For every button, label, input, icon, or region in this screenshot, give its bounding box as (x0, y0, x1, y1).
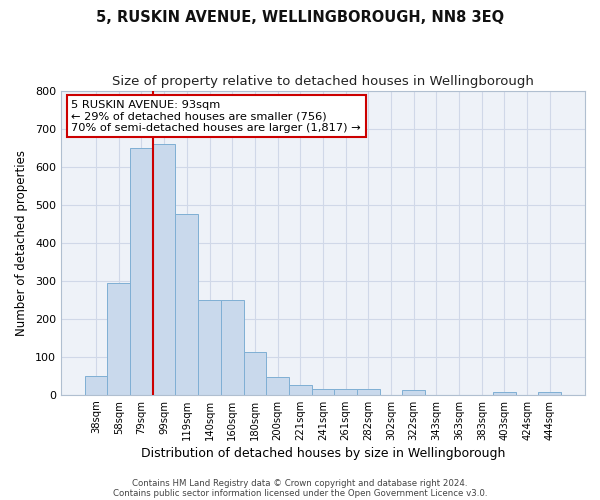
Bar (266, 376, 289, 395)
Bar (175, 214, 198, 395)
Bar (289, 384, 311, 395)
Bar (311, 389, 334, 395)
Text: 5, RUSKIN AVENUE, WELLINGBOROUGH, NN8 3EQ: 5, RUSKIN AVENUE, WELLINGBOROUGH, NN8 3E… (96, 10, 504, 25)
Bar (538, 392, 561, 395)
Title: Size of property relative to detached houses in Wellingborough: Size of property relative to detached ho… (112, 75, 534, 88)
Y-axis label: Number of detached properties: Number of detached properties (15, 150, 28, 336)
Bar (493, 392, 516, 395)
Bar (403, 390, 425, 395)
Bar (198, 300, 221, 395)
Bar (244, 352, 266, 395)
Text: Contains public sector information licensed under the Open Government Licence v3: Contains public sector information licen… (113, 488, 487, 498)
Bar (130, 148, 153, 395)
Bar (221, 300, 244, 395)
Bar (107, 282, 130, 395)
Bar (153, 144, 175, 395)
X-axis label: Distribution of detached houses by size in Wellingborough: Distribution of detached houses by size … (141, 447, 505, 460)
Bar (357, 390, 380, 395)
Text: Contains HM Land Registry data © Crown copyright and database right 2024.: Contains HM Land Registry data © Crown c… (132, 478, 468, 488)
Text: 5 RUSKIN AVENUE: 93sqm
← 29% of detached houses are smaller (756)
70% of semi-de: 5 RUSKIN AVENUE: 93sqm ← 29% of detached… (71, 100, 361, 133)
Bar (85, 376, 107, 395)
Bar (334, 390, 357, 395)
